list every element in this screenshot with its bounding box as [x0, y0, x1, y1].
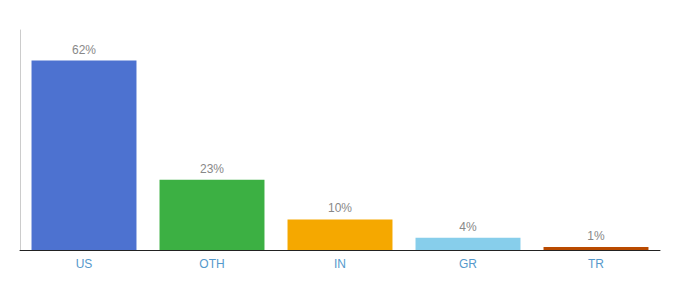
svg-text:TR: TR — [588, 257, 604, 271]
svg-text:IN: IN — [334, 257, 346, 271]
svg-text:1%: 1% — [587, 229, 605, 243]
svg-text:62%: 62% — [72, 43, 96, 57]
svg-text:23%: 23% — [200, 162, 224, 176]
svg-text:US: US — [76, 257, 93, 271]
svg-text:10%: 10% — [328, 201, 352, 215]
svg-text:GR: GR — [459, 257, 477, 271]
svg-text:4%: 4% — [459, 220, 477, 234]
svg-text:OTH: OTH — [199, 257, 224, 271]
